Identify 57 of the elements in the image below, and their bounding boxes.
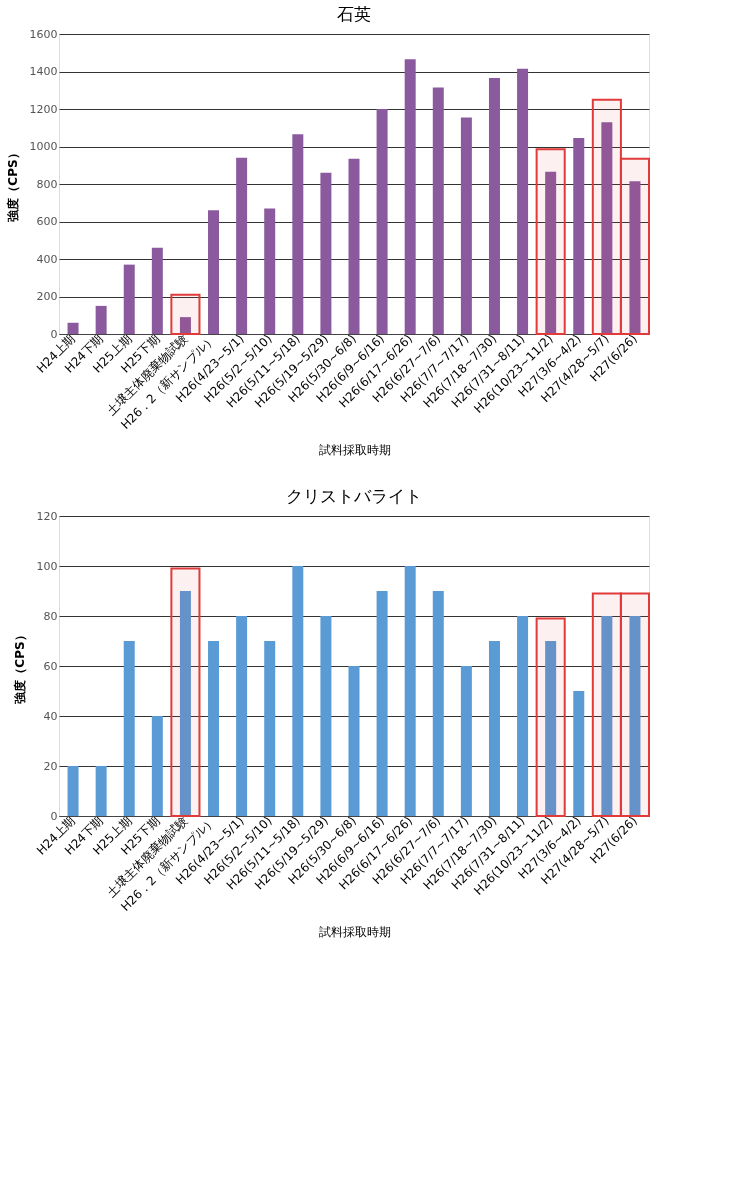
y-tick-label: 20 [43,759,58,773]
bar [179,317,191,334]
bar [320,172,332,334]
bar [95,766,107,816]
bar [517,68,529,334]
y-axis-title: 強度（CPS） [12,629,27,704]
bar [348,666,360,816]
bar [208,641,220,816]
bar [376,591,388,816]
y-tick-label: 1600 [29,27,58,41]
y-tick-label: 120 [36,509,58,523]
y-tick-label: 1000 [29,140,58,153]
bar [95,305,107,334]
bar [376,109,388,334]
bar [432,591,444,816]
bar [292,134,304,334]
y-tick-label: 400 [36,252,58,266]
bar [488,641,500,816]
bar [151,716,163,816]
bar [123,264,135,334]
x-axis-title: 試料採取時期 [318,925,391,940]
y-tick-label: 200 [36,290,58,303]
bar [208,210,220,334]
bar [432,87,444,334]
chart-title: クリストバライト [286,486,422,506]
bar [264,641,276,816]
y-tick-label: 600 [36,215,58,228]
bar [264,208,276,334]
y-tick-label: 0 [50,809,58,823]
bar [460,117,472,334]
bar [573,691,585,816]
y-axis-title: 強度（CPS） [5,147,20,222]
bar [320,616,332,816]
y-tick-label: 800 [36,177,58,191]
y-tick-label: 100 [36,559,58,573]
y-tick-label: 1200 [29,102,58,116]
y-tick-label: 60 [43,659,58,673]
bar [67,322,79,334]
bar [517,616,529,816]
bar [404,566,416,816]
y-tick-label: 0 [50,327,58,341]
bar [460,666,472,816]
bar [488,78,500,334]
y-tick-label: 40 [43,709,58,723]
bar [573,138,585,334]
bar [236,157,248,334]
y-tick-label: 1400 [29,65,58,78]
bar [151,247,163,334]
bar [348,158,360,334]
bar [404,59,416,334]
chart-title: 石英 [337,4,371,24]
bar [236,616,248,816]
bar [67,766,79,816]
bar [292,566,304,816]
bar [123,641,135,816]
y-tick-label: 80 [43,609,58,623]
x-axis-title: 試料採取時期 [318,443,391,458]
